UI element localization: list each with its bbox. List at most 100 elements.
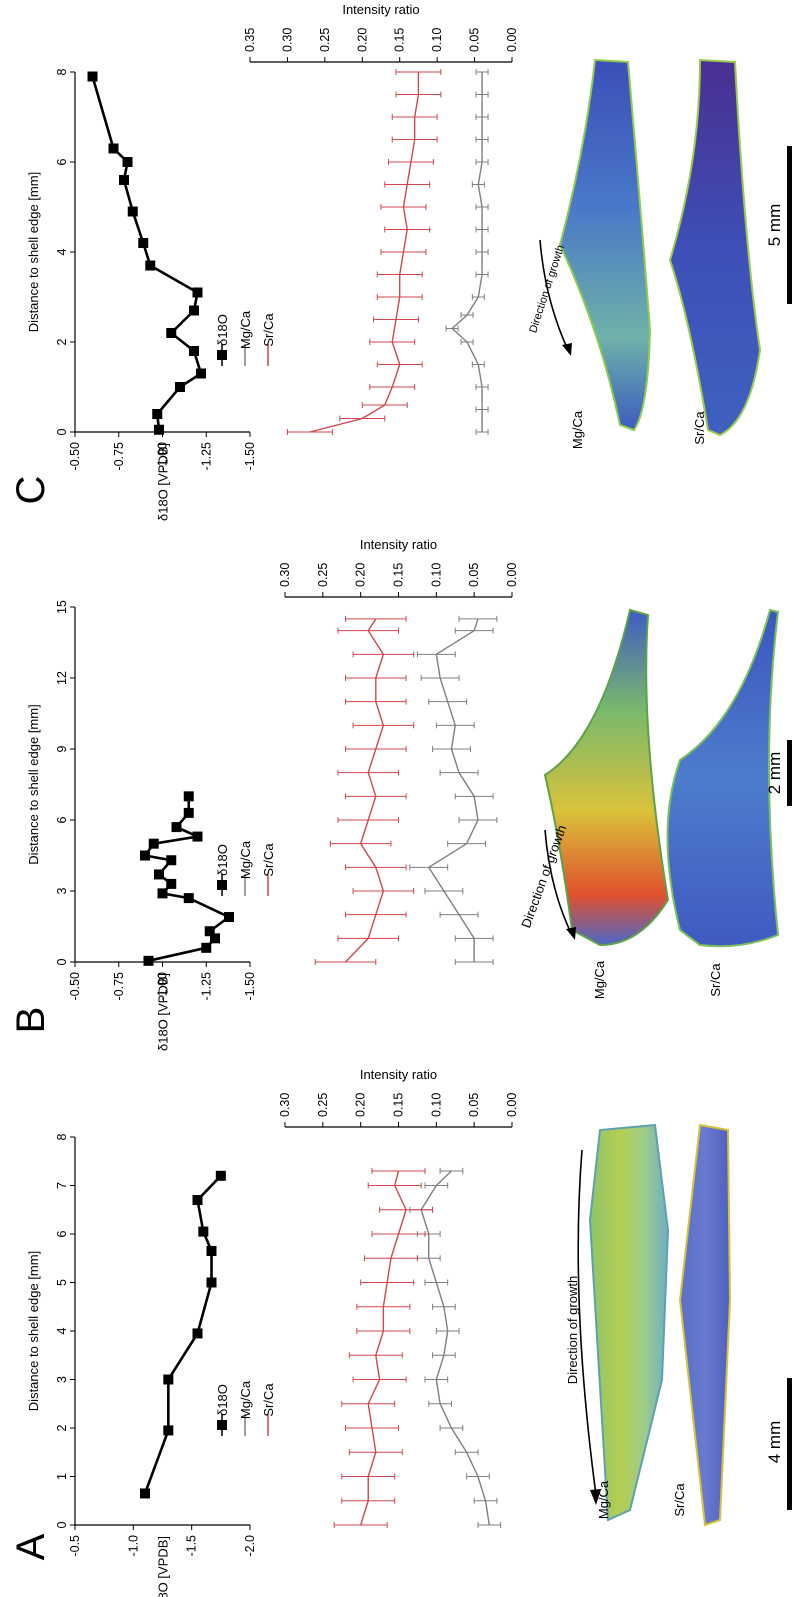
d18o-point xyxy=(145,260,156,271)
d18o-point xyxy=(189,346,199,356)
d18o-point xyxy=(198,1226,209,1237)
d18o-tick-label: -1.00 xyxy=(156,442,170,471)
series-srca xyxy=(286,69,442,435)
legend-label-d18o: δ18O xyxy=(215,1384,230,1416)
d18o-tick-label: -1.25 xyxy=(199,972,213,1001)
ratio-tick-label: 0.10 xyxy=(430,28,444,52)
shell-map-c-srca xyxy=(668,58,762,437)
d18o-tick-label: -0.75 xyxy=(112,972,126,1001)
growth-arrowhead-a xyxy=(590,1489,601,1505)
d18o-point xyxy=(154,869,164,880)
d18o-tick-label: -0.50 xyxy=(68,972,82,1001)
shell-map-a-mgca xyxy=(588,1123,670,1522)
ratio-tick-label: 0.00 xyxy=(505,563,519,587)
d18o-point xyxy=(192,831,203,842)
ratio-tick-label: 0.30 xyxy=(278,563,292,587)
ratio-tick-label: 0.00 xyxy=(505,28,519,52)
d18o-tick-label: -0.5 xyxy=(68,1535,82,1557)
distance-tick-label: 5 xyxy=(55,1279,69,1286)
d18o-point xyxy=(138,238,149,248)
panel-c-label: C xyxy=(9,476,53,505)
d18o-point xyxy=(183,893,194,904)
distance-axis-label: Distance to shell edge [mm] xyxy=(26,704,41,864)
ratio-tick-label: 0.10 xyxy=(429,563,443,587)
shell-map-c-mgca xyxy=(558,58,652,432)
ratio-tick-label: 0.20 xyxy=(354,563,368,587)
distance-tick-label: 2 xyxy=(55,338,69,345)
d18o-tick-label: -0.75 xyxy=(112,442,126,471)
legend-label-mgca: Mg/Ca xyxy=(238,840,253,879)
growth-arrow-a xyxy=(577,1149,597,1496)
d18o-point xyxy=(166,855,177,866)
d18o-tick-label: -1.50 xyxy=(243,972,257,1001)
legend-label-mgca: Mg/Ca xyxy=(238,1380,253,1419)
growth-arrow-c xyxy=(539,239,569,351)
d18o-point xyxy=(157,888,168,899)
legend: δ18O Mg/Ca Sr/Ca xyxy=(215,840,276,896)
d18o-point xyxy=(192,1195,203,1206)
d18o-point xyxy=(127,206,138,217)
series-mgca xyxy=(409,615,498,965)
growth-arrowhead-b xyxy=(566,927,576,940)
legend-marker-d18o xyxy=(217,880,227,890)
d18o-point xyxy=(122,157,133,167)
d18o-point xyxy=(152,409,163,419)
d18o-tick-label: -1.0 xyxy=(126,1535,140,1557)
shell-map-b-srca xyxy=(666,608,780,948)
d18o-point xyxy=(140,850,150,861)
d18o-line xyxy=(91,76,203,430)
series-line xyxy=(451,72,483,432)
distance-tick-label: 0 xyxy=(55,1521,69,1528)
distance-tick-label: 6 xyxy=(55,1230,69,1237)
d18o-tick-label: -1.25 xyxy=(199,442,213,471)
series-mgca xyxy=(445,69,489,435)
panel-letter-c: C xyxy=(9,476,53,505)
legend: δ18O Mg/Ca Sr/Ca xyxy=(215,1380,276,1436)
scale-bar-label-c: 5 mm xyxy=(765,204,784,247)
distance-tick-label: 3 xyxy=(55,1376,69,1383)
d18o-point xyxy=(166,328,177,338)
d18o-axis-label: δ18O [VPDB] xyxy=(156,1536,171,1597)
series-line xyxy=(359,1170,407,1526)
d18o-point xyxy=(183,791,194,802)
ratio-tick-label: 0.15 xyxy=(392,563,406,587)
ratio-tick-label: 0.25 xyxy=(318,28,332,52)
ratio-axis-label: Intensity ratio xyxy=(360,537,437,552)
growth-label-c: Direction of growth xyxy=(527,244,567,335)
shell-map-b-mgca xyxy=(543,608,670,947)
scale-bar-b xyxy=(787,740,792,806)
d18o-point xyxy=(196,368,206,379)
d18o-point xyxy=(108,143,119,154)
panel-a-label: A xyxy=(9,1533,53,1560)
distance-tick-label: 9 xyxy=(55,745,69,752)
d18o-point xyxy=(163,1374,174,1385)
d18o-point xyxy=(166,878,177,889)
shell-map-a-srca xyxy=(678,1123,732,1527)
scale-bar-c xyxy=(787,146,792,304)
d18o-point xyxy=(206,1245,217,1256)
d18o-point xyxy=(148,838,159,849)
d18o-point xyxy=(192,287,203,298)
shell-maps: Direction of growth Mg/Ca Sr/Ca 4 mm Dir… xyxy=(518,58,792,1527)
distance-axis-label: Distance to shell edge [mm] xyxy=(26,172,41,332)
ratio-tick-label: 0.00 xyxy=(505,1093,519,1117)
series-line xyxy=(345,618,385,963)
ratio-tick-label: 0.05 xyxy=(467,1093,481,1117)
distance-tick-label: 7 xyxy=(55,1182,69,1189)
d18o-point xyxy=(224,912,234,923)
scale-bar-label-a: 4 mm xyxy=(765,1421,784,1464)
d18o-tick-label: -0.50 xyxy=(68,442,82,471)
map-label-b-mgca: Mg/Ca xyxy=(592,960,607,999)
ratio-tick-label: 0.35 xyxy=(243,28,257,52)
d18o-point xyxy=(163,1425,174,1436)
growth-arrow-b xyxy=(544,829,573,936)
d18o-tick-label: -1.5 xyxy=(185,1535,199,1557)
distance-tick-label: 1 xyxy=(55,1473,69,1480)
d18o-axis-label: δ18O [VPDB] xyxy=(156,973,171,1051)
d18o-axis-label: δ18O [VPDB] xyxy=(156,443,171,521)
d18o-point xyxy=(171,822,182,833)
series-srca xyxy=(314,615,415,965)
ratio-tick-label: 0.20 xyxy=(355,28,369,52)
